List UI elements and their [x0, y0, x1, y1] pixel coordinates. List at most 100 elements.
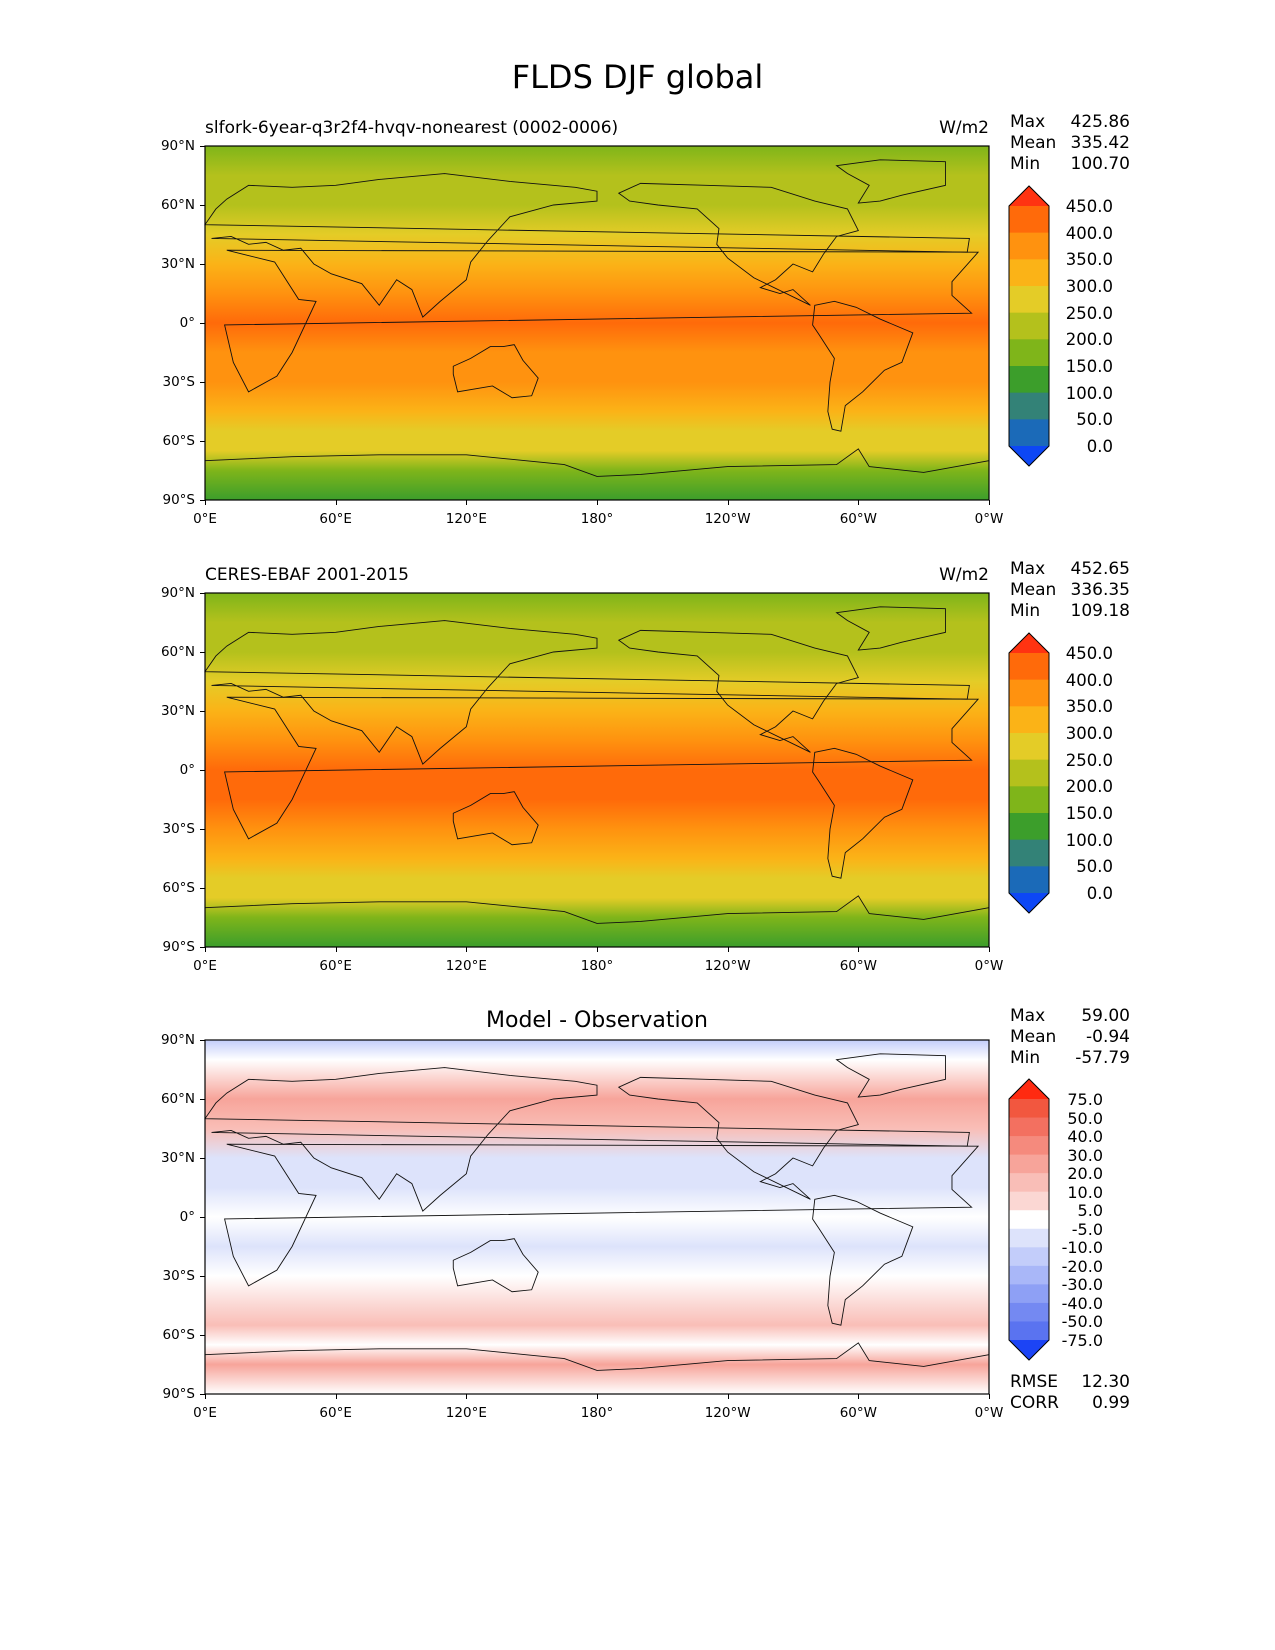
colorbar-label: 0.0 — [1086, 884, 1113, 903]
colorbar-label: 300.0 — [1065, 724, 1113, 743]
x-tick-mark — [989, 500, 990, 505]
y-tick-label: 60°N — [160, 644, 195, 660]
y-tick-label: 90°S — [162, 939, 196, 955]
y-tick-mark — [200, 1276, 205, 1277]
y-tick-mark — [200, 1335, 205, 1336]
y-tick-mark — [200, 1394, 205, 1395]
stat-rmse-label: RMSE — [1010, 1372, 1059, 1392]
y-tick-mark — [200, 146, 205, 147]
y-tick-mark — [200, 1158, 205, 1159]
x-tick-mark — [205, 500, 206, 505]
x-tick-mark — [205, 947, 206, 952]
colorbar-label: 250.0 — [1065, 303, 1113, 323]
colorbar-label: 150.0 — [1065, 804, 1113, 823]
x-tick-label: 60°W — [839, 511, 877, 527]
colorbar-bin — [1009, 206, 1049, 234]
colorbar-label: 5.0 — [1077, 1201, 1103, 1221]
colorbar-label: -30.0 — [1061, 1275, 1103, 1295]
colorbar-bin — [1009, 1228, 1049, 1248]
map-plot — [204, 592, 990, 948]
x-tick-mark — [597, 947, 598, 952]
colorbar-extend-max — [1009, 186, 1049, 206]
colorbar-label: 30.0 — [1067, 1145, 1103, 1165]
colorbar-bin — [1009, 339, 1049, 367]
y-tick-label: 30°S — [162, 821, 196, 837]
map-plot — [204, 145, 990, 501]
colorbar-bin — [1009, 286, 1049, 314]
colorbar-bin — [1009, 1321, 1049, 1341]
coastline-africa — [224, 696, 980, 840]
coastline-n-america — [617, 182, 859, 306]
colorbar-label: 40.0 — [1067, 1127, 1103, 1147]
panel-title: CERES-EBAF 2001-2015 — [205, 565, 409, 585]
colorbar-label: 100.0 — [1065, 830, 1113, 850]
colorbar-bin — [1009, 1117, 1049, 1137]
colorbar-bin — [1009, 759, 1049, 787]
colorbar-bin — [1009, 813, 1049, 841]
coastline-eurasia — [204, 620, 970, 765]
x-tick-mark — [335, 947, 337, 952]
y-tick-mark — [200, 500, 205, 501]
y-tick-label: 30°S — [162, 374, 196, 390]
x-tick-mark — [597, 500, 598, 505]
map-plot — [204, 1039, 990, 1395]
colorbar-label: -20.0 — [1061, 1256, 1103, 1276]
y-tick-label: 60°S — [162, 433, 196, 449]
y-tick-mark — [200, 593, 205, 594]
colorbar-bin — [1009, 1284, 1049, 1304]
x-tick-label: 60°W — [839, 1405, 877, 1421]
colorbar-label: 350.0 — [1065, 250, 1113, 270]
y-tick-label: 90°N — [160, 585, 195, 601]
stat-min-value: 109.18 — [1070, 601, 1130, 621]
colorbar-label: 75.0 — [1067, 1090, 1103, 1109]
colorbar-label: 50.0 — [1076, 857, 1113, 877]
colorbar-bin — [1009, 1191, 1049, 1211]
x-tick-label: 120°E — [445, 1405, 487, 1421]
colorbar — [1008, 1078, 1050, 1361]
panel-title: slfork-6year-q3r2f4-hvqv-nonearest (0002… — [205, 118, 619, 138]
y-tick-mark — [200, 652, 205, 653]
x-tick-label: 120°W — [704, 511, 751, 527]
y-tick-label: 90°N — [160, 138, 195, 154]
x-tick-mark — [989, 1394, 990, 1399]
x-tick-label: 0°E — [193, 511, 217, 527]
stat-mean-label: Mean — [1010, 133, 1057, 153]
colorbar-bin — [1009, 1210, 1049, 1230]
colorbar-bin — [1009, 366, 1049, 394]
coastline-eurasia — [204, 173, 970, 318]
colorbar-label: 0.0 — [1086, 437, 1113, 456]
colorbar-extend-max — [1009, 1079, 1049, 1099]
y-tick-label: 30°S — [162, 1268, 196, 1284]
colorbar-outline — [1008, 632, 1050, 914]
colorbar-bin — [1009, 1173, 1049, 1193]
colorbar-bin — [1009, 1247, 1049, 1267]
x-tick-mark — [205, 1394, 206, 1399]
coastline-s-america — [812, 747, 914, 879]
x-tick-mark — [597, 1394, 598, 1399]
y-tick-mark — [200, 382, 205, 383]
y-tick-label: 0° — [179, 315, 195, 331]
x-tick-mark — [989, 947, 990, 952]
stat-max-label: Max — [1010, 559, 1046, 579]
colorbar-outline — [1008, 185, 1050, 467]
x-tick-label: 180° — [580, 511, 614, 527]
x-tick-label: 60°E — [319, 511, 352, 527]
figure-title: FLDS DJF global — [511, 58, 764, 96]
colorbar-bin — [1009, 1154, 1049, 1174]
stat-corr-value: 0.99 — [1092, 1393, 1130, 1413]
colorbar — [1008, 632, 1050, 914]
stat-min-label: Min — [1010, 154, 1041, 174]
colorbar-extend-min — [1009, 1340, 1049, 1360]
x-tick-mark — [335, 1394, 337, 1399]
colorbar-extend-min — [1009, 446, 1049, 466]
coastline-africa — [224, 1143, 980, 1287]
colorbar-extend-max — [1009, 633, 1049, 653]
x-tick-label: 120°W — [704, 958, 751, 974]
y-tick-mark — [200, 1040, 205, 1041]
colorbar-bin — [1009, 653, 1049, 681]
x-tick-label: 60°E — [319, 1405, 352, 1421]
y-tick-label: 60°N — [160, 1091, 195, 1107]
x-tick-mark — [466, 947, 468, 952]
stat-mean-value: -0.94 — [1086, 1027, 1130, 1047]
colorbar-label: 350.0 — [1065, 697, 1113, 717]
